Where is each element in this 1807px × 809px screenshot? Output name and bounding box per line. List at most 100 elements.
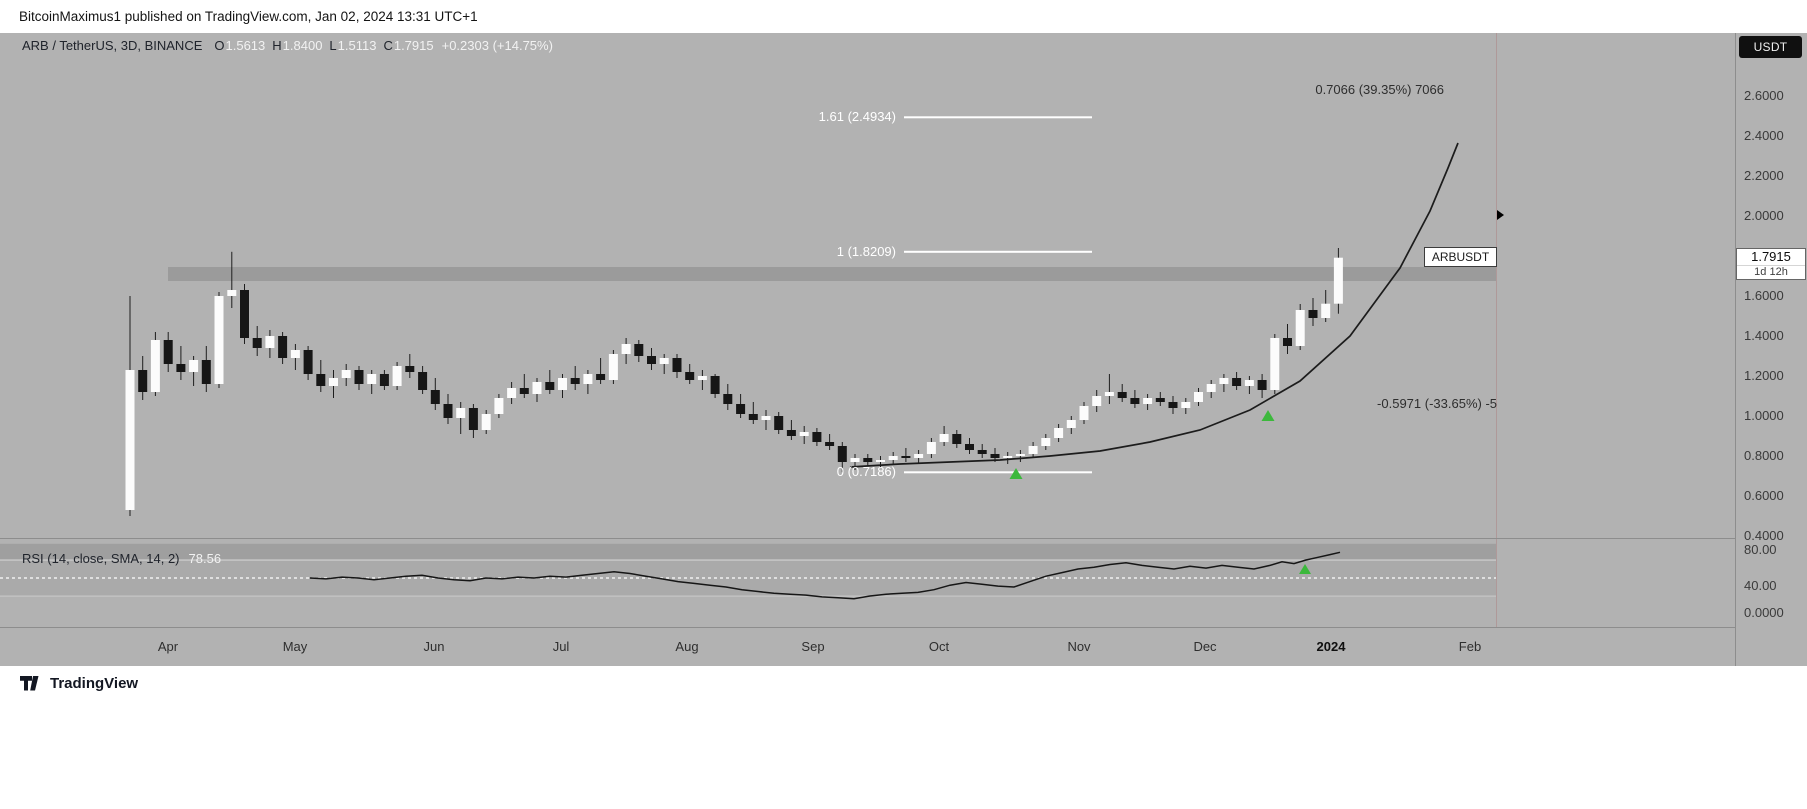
candle-body [659,358,669,364]
candle-body [736,404,746,414]
candle-body [876,460,885,462]
candle-body [456,408,466,418]
candle-body [1206,384,1216,392]
price-scale-label: 2.6000 [1744,88,1784,103]
candle-body [379,374,389,386]
fib-line[interactable] [904,250,1092,253]
resistance-zone[interactable] [168,267,1496,281]
price-scale-label: 2.0000 [1744,208,1784,223]
candle-body [1219,378,1229,384]
chart-area: ARB / TetherUS, 3D, BINANCE O1.5613 H1.840… [0,33,1807,666]
fib-level-label: 1 (1.8209) [836,243,896,259]
time-axis-label: Sep [801,639,825,654]
candle-body [608,354,618,380]
rsi-scale-label: 80.00 [1744,542,1777,557]
price-scale-label: 2.4000 [1744,128,1784,143]
price-marker-arrow-icon [1497,210,1504,220]
candle-body [863,458,873,462]
buy-marker-icon[interactable] [1009,468,1023,479]
candle-body [926,442,936,454]
current-price-value: 1.7915 [1751,249,1791,264]
symbol-title[interactable]: ARB / TetherUS, 3D, BINANCE [22,38,203,53]
rsi-title[interactable]: RSI (14, close, SMA, 14, 2) [22,551,180,566]
time-axis[interactable]: Apr May Jun Jul Aug Sep Oct Nov Dec 2024 Feb [0,627,1735,667]
candle-body [977,450,987,454]
candle-body [125,370,135,510]
price-chart-canvas[interactable] [0,33,1735,538]
time-axis-label: Jun [423,639,445,654]
chart-annotation[interactable]: -0.5971 (-33.65%) -5 [1377,396,1497,411]
main-price-pane[interactable]: ARB / TetherUS, 3D, BINANCE O1.5613 H1.840… [0,33,1735,538]
candle-body [1181,402,1191,408]
price-scale-label: 0.8000 [1744,448,1784,463]
candle-body [494,398,504,414]
candle-body [138,370,148,392]
time-axis-label: 2024 [1316,639,1346,654]
fib-line[interactable] [904,116,1092,119]
time-axis-label: Nov [1067,639,1091,654]
candle-body [710,376,720,394]
candle-body [341,370,351,378]
fib-level-label: 0 (0.7186) [836,464,896,480]
candle-body [1092,396,1102,406]
tradingview-brand[interactable]: TradingView [50,675,139,692]
buy-marker-icon[interactable] [1261,410,1275,421]
candle-body [430,390,440,404]
rsi-value: 78.56 [188,551,222,566]
candle-body [252,338,262,348]
rsi-chart-canvas[interactable] [0,539,1735,628]
currency-toggle-button[interactable]: USDT [1739,36,1802,58]
candle-body [990,454,1000,458]
candle-body [774,416,784,430]
high-value: 1.8400 [282,38,323,53]
candle-body [1321,303,1331,318]
price-scale-label: 1.6000 [1744,288,1784,303]
rsi-pane[interactable]: RSI (14, close, SMA, 14, 2) 78.56 [0,538,1735,628]
candle-body [634,344,644,356]
chart-annotation[interactable]: 0.7066 (39.35%) 7066 [1315,82,1444,97]
symbol-price-flag[interactable]: ARBUSDT [1424,247,1497,267]
current-price-label: 1.7915 1d 12h [1736,248,1806,280]
candle-body [799,432,809,436]
candle-body [150,340,160,392]
trend-curve[interactable] [849,142,1459,468]
candle-body [1028,446,1038,454]
candle-body [672,358,682,372]
candle-body [952,434,962,444]
fib-line[interactable] [904,471,1092,474]
candle-body [647,356,656,364]
candle-body [1333,257,1343,304]
open-label: O [214,38,225,53]
price-scale[interactable]: USDT 1.7915 1d 12h 2.6000 2.4000 2.2000 2.0… [1735,33,1807,666]
buy-signal-markers[interactable] [1009,410,1275,479]
fib-retracement-lines[interactable] [904,116,1092,474]
candle-body [558,378,567,390]
low-value: 1.5113 [337,38,377,53]
tradingview-logo-icon[interactable] [20,676,42,696]
candles-layer[interactable] [125,248,1343,516]
candle-body [545,382,555,390]
candle-body [418,372,428,390]
candle-body [468,408,478,430]
candle-body [1244,380,1254,386]
candle-body [290,350,300,358]
candle-body [748,414,758,420]
candle-body [697,376,707,380]
rsi-buy-marker-icon[interactable] [1299,564,1311,574]
candle-body [596,374,606,380]
candle-body [1130,398,1140,404]
rsi-line[interactable] [309,551,1341,600]
ohlc-legend: ARB / TetherUS, 3D, BINANCE O1.5613 H1.840… [22,38,553,53]
candle-body [1066,420,1076,428]
candle-body [1194,392,1203,402]
candle-body [1079,406,1089,420]
candle-body [965,444,974,450]
time-axis-label: Dec [1193,639,1217,654]
candle-body [201,360,211,384]
candle-body [1257,380,1267,390]
candle-body [1117,392,1127,398]
candle-body [583,374,593,384]
fib-level-label: 1.61 (2.4934) [818,109,896,125]
footer-bar: TradingView [0,666,1807,809]
time-axis-label: Jul [552,639,570,654]
